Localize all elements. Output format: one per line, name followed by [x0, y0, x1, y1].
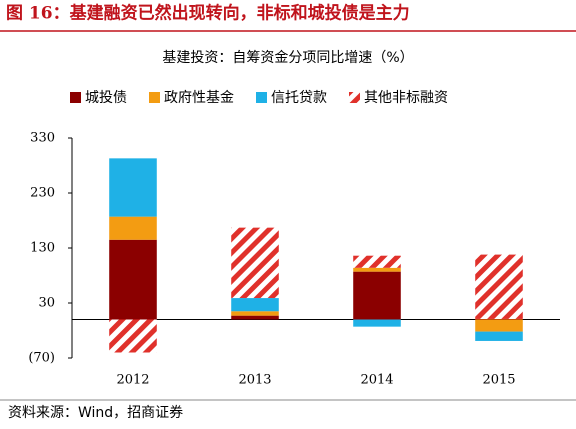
- legend-swatch: [70, 92, 81, 103]
- legend-label: 其他非标融资: [364, 90, 448, 106]
- bar-segment: [353, 255, 401, 268]
- y-tick-label: 30: [38, 296, 55, 311]
- bar-segment: [109, 158, 157, 217]
- y-tick-label: 230: [30, 186, 55, 201]
- legend-label: 信托贷款: [271, 90, 327, 106]
- x-tick-label: 2012: [116, 373, 149, 388]
- bar-segment: [231, 227, 279, 299]
- legend-swatch: [149, 92, 160, 103]
- bar-segment: [353, 271, 401, 320]
- x-tick-label: 2015: [482, 373, 515, 388]
- y-tick-label: (70): [28, 351, 55, 366]
- bar-segment: [231, 298, 279, 312]
- bar-segment: [475, 331, 523, 341]
- header: 图 16：基建融资已然出现转向，非标和城投债是主力: [6, 3, 410, 24]
- bar-segment: [231, 311, 279, 316]
- y-tick-label: 130: [30, 241, 55, 256]
- bar-segment: [353, 319, 401, 327]
- bar-segment: [475, 254, 523, 319]
- bar-segment: [109, 216, 157, 240]
- legend-label: 城投债: [85, 90, 127, 106]
- bar-segment: [475, 319, 523, 332]
- bar-segment: [109, 319, 157, 353]
- bar-segment: [475, 318, 523, 320]
- x-tick-label: 2013: [238, 373, 271, 388]
- x-tick-label: 2014: [360, 373, 393, 388]
- legend-label: 政府性基金: [164, 89, 234, 106]
- source: 资料来源：Wind，招商证券: [8, 405, 183, 421]
- bar-segment: [353, 267, 401, 272]
- y-tick-label: 330: [30, 131, 55, 146]
- legend-swatch: [349, 92, 360, 103]
- legend-swatch: [256, 92, 267, 103]
- chart-title: 基建投资：自筹资金分项同比增速（%）: [162, 49, 413, 66]
- bar-segment: [109, 239, 157, 320]
- bar-segment: [231, 315, 279, 320]
